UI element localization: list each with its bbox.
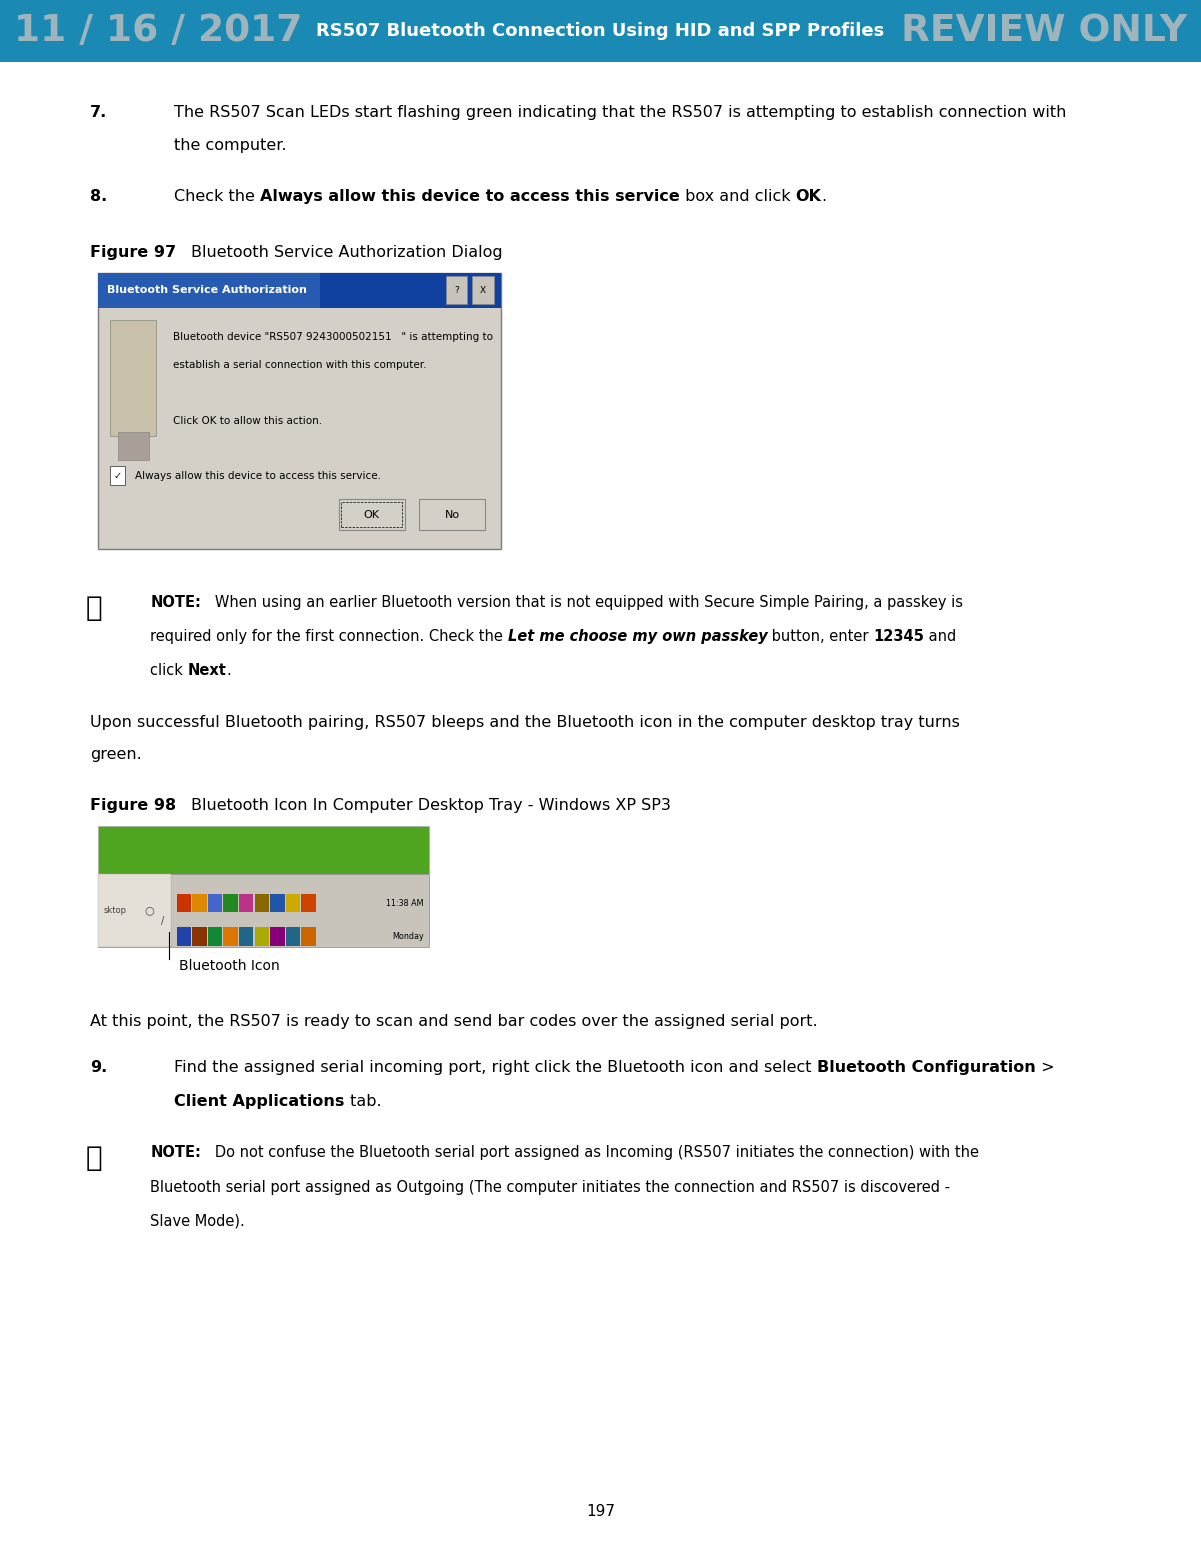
- Text: /: /: [161, 916, 163, 927]
- FancyBboxPatch shape: [98, 273, 501, 549]
- FancyBboxPatch shape: [339, 499, 405, 530]
- Text: Find the assigned serial incoming port, right click the Bluetooth icon and selec: Find the assigned serial incoming port, …: [174, 1060, 817, 1076]
- FancyBboxPatch shape: [270, 927, 285, 946]
- Text: and: and: [925, 629, 957, 645]
- FancyBboxPatch shape: [208, 894, 222, 913]
- Text: Let me choose my own passkey: Let me choose my own passkey: [508, 629, 767, 645]
- Text: Bluetooth Configuration: Bluetooth Configuration: [817, 1060, 1035, 1076]
- FancyBboxPatch shape: [239, 894, 253, 913]
- FancyBboxPatch shape: [223, 927, 238, 946]
- FancyBboxPatch shape: [255, 894, 269, 913]
- Text: At this point, the RS507 is ready to scan and send bar codes over the assigned s: At this point, the RS507 is ready to sca…: [90, 1014, 818, 1029]
- FancyBboxPatch shape: [177, 927, 191, 946]
- FancyBboxPatch shape: [446, 276, 467, 304]
- FancyBboxPatch shape: [301, 927, 316, 946]
- Text: The RS507 Scan LEDs start flashing green indicating that the RS507 is attempting: The RS507 Scan LEDs start flashing green…: [174, 105, 1066, 121]
- Text: NOTE:: NOTE:: [150, 1145, 201, 1161]
- Text: Bluetooth Icon In Computer Desktop Tray - Windows XP SP3: Bluetooth Icon In Computer Desktop Tray …: [191, 798, 670, 814]
- FancyBboxPatch shape: [301, 894, 316, 913]
- Text: required only for the first connection. Check the: required only for the first connection. …: [150, 629, 508, 645]
- FancyBboxPatch shape: [286, 927, 300, 946]
- Text: Slave Mode).: Slave Mode).: [150, 1214, 245, 1229]
- Text: Monday: Monday: [393, 932, 424, 941]
- Text: click: click: [150, 663, 187, 679]
- FancyBboxPatch shape: [255, 927, 269, 946]
- Text: Bluetooth Service Authorization Dialog: Bluetooth Service Authorization Dialog: [191, 245, 502, 260]
- Text: Figure 98: Figure 98: [90, 798, 177, 814]
- FancyBboxPatch shape: [239, 927, 253, 946]
- FancyBboxPatch shape: [177, 894, 191, 913]
- FancyBboxPatch shape: [0, 0, 1201, 62]
- Text: No: No: [444, 510, 460, 519]
- FancyBboxPatch shape: [192, 927, 207, 946]
- FancyBboxPatch shape: [223, 894, 238, 913]
- Text: Check the: Check the: [174, 189, 261, 205]
- Text: Client Applications: Client Applications: [174, 1094, 345, 1110]
- Text: REVIEW ONLY: REVIEW ONLY: [901, 12, 1187, 50]
- Text: ✓: ✓: [85, 595, 102, 622]
- Text: box and click: box and click: [680, 189, 795, 205]
- FancyBboxPatch shape: [98, 273, 501, 307]
- Text: Always allow this device to access this service: Always allow this device to access this …: [261, 189, 680, 205]
- Text: ?: ?: [454, 285, 459, 294]
- Text: sktop: sktop: [103, 907, 126, 914]
- FancyBboxPatch shape: [98, 273, 319, 307]
- Text: >: >: [1035, 1060, 1054, 1076]
- Text: NOTE:: NOTE:: [150, 595, 201, 611]
- Text: Bluetooth device "RS507 9243000502151   " is attempting to: Bluetooth device "RS507 9243000502151 " …: [173, 333, 492, 343]
- Text: .: .: [821, 189, 826, 205]
- Text: ○: ○: [144, 905, 154, 916]
- FancyBboxPatch shape: [98, 826, 429, 874]
- Text: Do not confuse the Bluetooth serial port assigned as Incoming (RS507 initiates t: Do not confuse the Bluetooth serial port…: [201, 1145, 979, 1161]
- FancyBboxPatch shape: [98, 874, 171, 947]
- FancyBboxPatch shape: [110, 321, 156, 437]
- FancyBboxPatch shape: [98, 874, 429, 947]
- FancyBboxPatch shape: [419, 499, 485, 530]
- Text: 11 / 16 / 2017: 11 / 16 / 2017: [14, 12, 303, 50]
- Text: OK: OK: [795, 189, 821, 205]
- Text: button, enter: button, enter: [767, 629, 873, 645]
- Text: OK: OK: [364, 510, 380, 519]
- Text: 197: 197: [586, 1504, 615, 1519]
- Text: Next: Next: [187, 663, 227, 679]
- Text: 9.: 9.: [90, 1060, 107, 1076]
- Text: tab.: tab.: [345, 1094, 381, 1110]
- FancyBboxPatch shape: [192, 894, 207, 913]
- Text: Always allow this device to access this service.: Always allow this device to access this …: [135, 471, 381, 480]
- Text: 7.: 7.: [90, 105, 107, 121]
- Text: 12345: 12345: [873, 629, 925, 645]
- FancyBboxPatch shape: [286, 894, 300, 913]
- FancyBboxPatch shape: [270, 894, 285, 913]
- FancyBboxPatch shape: [118, 431, 149, 459]
- Text: establish a serial connection with this computer.: establish a serial connection with this …: [173, 361, 426, 370]
- Text: ✓: ✓: [85, 1145, 102, 1172]
- Text: the computer.: the computer.: [174, 138, 287, 153]
- Text: RS507 Bluetooth Connection Using HID and SPP Profiles: RS507 Bluetooth Connection Using HID and…: [316, 22, 885, 40]
- FancyBboxPatch shape: [472, 276, 494, 304]
- Text: Figure 97: Figure 97: [90, 245, 177, 260]
- Text: Click OK to allow this action.: Click OK to allow this action.: [173, 415, 322, 426]
- FancyBboxPatch shape: [110, 467, 125, 485]
- Text: ✓: ✓: [114, 471, 121, 480]
- Text: .: .: [227, 663, 232, 679]
- Text: green.: green.: [90, 747, 142, 763]
- Text: Bluetooth Service Authorization: Bluetooth Service Authorization: [107, 285, 306, 294]
- Text: 11:38 AM: 11:38 AM: [387, 899, 424, 908]
- Text: X: X: [479, 285, 486, 294]
- Text: Upon successful Bluetooth pairing, RS507 bleeps and the Bluetooth icon in the co: Upon successful Bluetooth pairing, RS507…: [90, 715, 960, 730]
- Text: Bluetooth Icon: Bluetooth Icon: [179, 959, 280, 973]
- Text: Bluetooth serial port assigned as Outgoing (The computer initiates the connectio: Bluetooth serial port assigned as Outgoi…: [150, 1180, 950, 1195]
- Text: When using an earlier Bluetooth version that is not equipped with Secure Simple : When using an earlier Bluetooth version …: [201, 595, 963, 611]
- FancyBboxPatch shape: [208, 927, 222, 946]
- Text: 8.: 8.: [90, 189, 107, 205]
